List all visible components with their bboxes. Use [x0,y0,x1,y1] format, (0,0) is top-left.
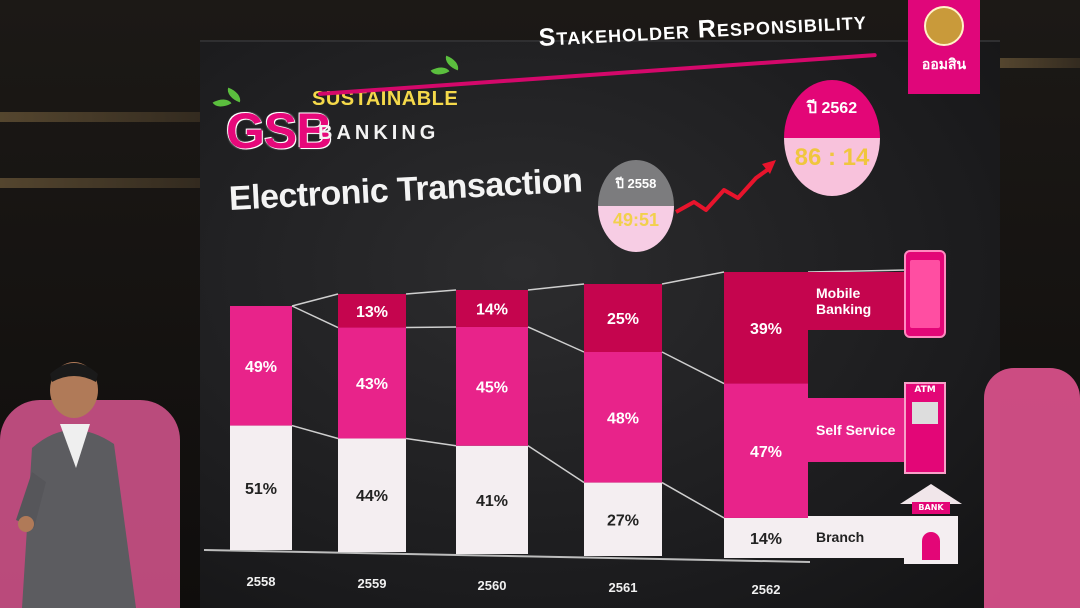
bar-value-label: 48% [607,410,639,427]
bar-segment-self-service-2559 [338,327,406,439]
chart-baseline [203,549,811,563]
bar-segment-branch-2561 [584,482,662,556]
emblem-icon [924,6,964,46]
org-name: ออมสิน [921,57,967,73]
trend-arrow-icon [675,160,776,214]
connector-line [405,437,457,447]
bubble-year: ปี 2558 [615,176,657,191]
bar-value-label: 39% [750,321,782,338]
bar-segment-branch-2560 [456,445,528,554]
bubble-year: ปี 2562 [806,100,858,117]
connector-line [527,326,585,353]
bar-segment-self-service-2558 [230,306,292,426]
connector-line [527,445,585,484]
x-tick-label: 2561 [609,580,638,595]
bar-segment-self-service-2561 [584,352,662,483]
connector-line [291,424,339,440]
bar-value-label: 14% [476,301,508,318]
bar-segment-mobile-banking-2559 [338,294,406,328]
bubble-ratio: 86 : 14 [794,144,870,171]
legend-mobile-banking: Mobile Banking [808,272,906,330]
connector-line [291,305,339,329]
brand-logo: GSB [226,103,332,159]
smartphone-icon [904,250,946,338]
bar-segment-mobile-banking-2561 [584,284,662,352]
connector-line [661,351,725,385]
connector-line [527,283,585,291]
x-tick-label: 2562 [752,582,781,597]
ratio-bubble-2562: ปี 2562 86 : 14 [784,80,880,196]
bar-value-label: 25% [607,311,639,328]
bar-segment-self-service-2560 [456,326,528,446]
x-tick-label: 2559 [358,576,387,591]
atm-icon: ATM [904,382,946,474]
atm-tag: ATM [914,385,936,395]
bank-sign: BANK [912,502,950,514]
bar-value-label: 43% [356,376,388,393]
connector-line [661,271,725,285]
podium-decoration [984,368,1080,608]
legend-branch: Branch [808,516,906,558]
bar-value-label: 14% [750,531,782,548]
x-tick-label: 2558 [247,574,276,589]
brand-tagline-2: BANKING [318,122,440,144]
ceiling-light [0,112,200,122]
bar-value-label: 47% [750,444,782,461]
bar-value-label: 13% [356,304,388,321]
bar-segment-mobile-banking-2560 [456,290,528,327]
bank-building-icon: BANK [900,484,962,568]
bar-segment-branch-2562 [724,517,808,558]
bar-value-label: 49% [245,359,277,376]
connector-line [405,289,457,295]
bar-segment-branch-2558 [230,425,292,550]
legend-self-service: Self Service [808,398,906,462]
bar-value-label: 51% [245,481,277,498]
connector-line [405,326,457,329]
bar-segment-mobile-banking-2562 [724,272,808,384]
bubble-ratio: 49:51 [612,210,660,230]
bar-value-label: 27% [607,512,639,529]
connector-line [807,269,907,273]
ceiling-light [0,178,200,188]
bar-value-label: 45% [476,379,508,396]
ceiling-light [1000,58,1080,68]
x-tick-label: 2560 [478,578,507,593]
connector-line [291,293,339,307]
bar-value-label: 41% [476,493,508,510]
presenter-figure [16,362,136,608]
bar-segment-branch-2559 [338,438,406,552]
bar-segment-self-service-2562 [724,383,808,518]
bar-value-label: 44% [356,488,388,505]
ratio-bubble-2558: ปี 2558 49:51 [598,160,674,252]
connector-line [661,481,725,519]
